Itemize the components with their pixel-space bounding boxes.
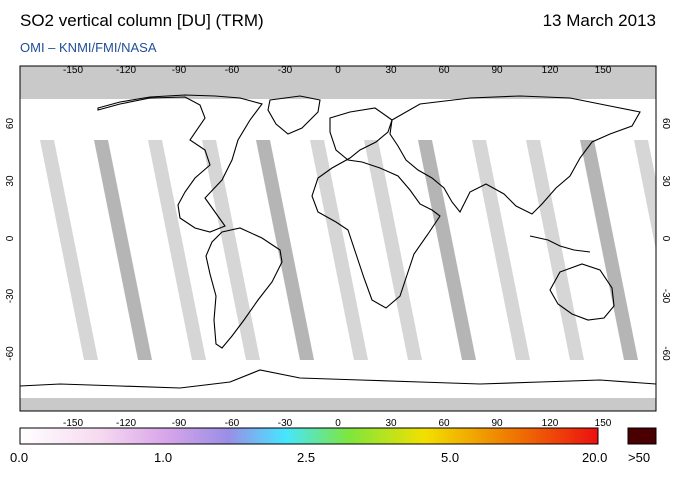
north-america-coast	[97, 94, 263, 233]
lon-tick-bottom: 150	[595, 418, 612, 429]
colorbar-label-0: 0.0	[10, 450, 29, 465]
orbit-gap-swath	[94, 140, 152, 360]
colorbar-label-4: 20.0	[582, 450, 608, 465]
orbit-gap-swath	[418, 140, 476, 360]
lon-tick-top: -120	[116, 65, 136, 76]
lon-tick-top: 150	[595, 65, 612, 76]
lat-tick-right: 30	[660, 175, 671, 187]
longitude-ticks-bottom: -150 -120 -90 -60 -30 0 30 60 90 120 150	[63, 418, 612, 429]
south-america-coast	[205, 227, 283, 349]
lon-tick-top: -150	[63, 65, 83, 76]
colorbar-label-2: 2.5	[297, 450, 316, 465]
colorbar-label-1: 1.0	[154, 450, 173, 465]
lat-tick-right: -60	[660, 346, 671, 361]
orbit-gap-swaths	[40, 140, 656, 360]
lat-tick-left: -30	[5, 288, 16, 303]
map-date: 13 March 2013	[542, 11, 656, 30]
colorbar-label-5: >50	[628, 450, 651, 465]
lon-tick-top: -90	[172, 65, 187, 76]
lat-tick-left: 0	[5, 235, 16, 241]
indonesia-coast	[529, 235, 591, 253]
orbit-gap-swath	[310, 140, 368, 360]
no-data-south	[20, 398, 656, 411]
orbit-gap-swath	[364, 140, 422, 360]
orbit-gap-swath	[580, 140, 638, 360]
lon-tick-top: 120	[542, 65, 559, 76]
latitude-ticks-left: 60 30 0 -30 -60	[5, 118, 16, 361]
lon-tick-bottom: 90	[491, 418, 503, 429]
australia-coast	[549, 263, 615, 321]
greenland-coast	[267, 95, 321, 135]
map-frame	[19, 65, 657, 412]
lon-tick-top: 0	[335, 65, 341, 76]
lon-tick-top: -60	[225, 65, 240, 76]
asia-coast	[389, 95, 641, 215]
colorbar-gradient	[19, 427, 599, 445]
europe-africa-coast	[311, 107, 441, 309]
orbit-gap-swath	[256, 140, 314, 360]
coastlines	[20, 94, 656, 389]
colorbar-overflow	[627, 427, 657, 445]
antarctica-coast	[20, 369, 656, 389]
lon-tick-bottom: -150	[63, 418, 83, 429]
lon-tick-bottom: -30	[278, 418, 293, 429]
lat-tick-right: 60	[660, 118, 671, 130]
lat-tick-left: 30	[5, 175, 16, 187]
lon-tick-bottom: -90	[172, 418, 187, 429]
lat-tick-left: 60	[5, 118, 16, 130]
lat-tick-left: -60	[5, 346, 16, 361]
latitude-ticks-right: 60 30 0 -30 -60	[660, 118, 671, 361]
lon-tick-bottom: 60	[438, 418, 450, 429]
orbit-gap-swath	[40, 140, 98, 360]
lat-tick-right: -30	[660, 289, 671, 304]
no-data-north	[20, 66, 656, 99]
orbit-gap-swath	[634, 140, 656, 250]
lon-tick-bottom: 120	[542, 418, 559, 429]
longitude-ticks-top: -150 -120 -90 -60 -30 0 30 60 90 120 150	[63, 65, 612, 76]
lon-tick-bottom: -60	[225, 418, 240, 429]
orbit-gap-swath	[472, 140, 530, 360]
lon-tick-top: 90	[491, 65, 503, 76]
lon-tick-bottom: 30	[385, 418, 397, 429]
lon-tick-top: 30	[385, 65, 397, 76]
lon-tick-top: -30	[278, 65, 293, 76]
orbit-gap-swath	[148, 140, 206, 360]
lon-tick-bottom: 0	[335, 418, 341, 429]
lat-tick-right: 0	[660, 236, 671, 242]
colorbar-label-3: 5.0	[441, 450, 460, 465]
data-source: OMI – KNMI/FMI/NASA	[20, 40, 157, 55]
orbit-gap-swath	[526, 140, 584, 360]
lon-tick-bottom: -120	[116, 418, 136, 429]
map-title: SO2 vertical column [DU] (TRM)	[20, 11, 264, 30]
orbit-gap-swath	[202, 140, 260, 360]
lon-tick-top: 60	[438, 65, 450, 76]
